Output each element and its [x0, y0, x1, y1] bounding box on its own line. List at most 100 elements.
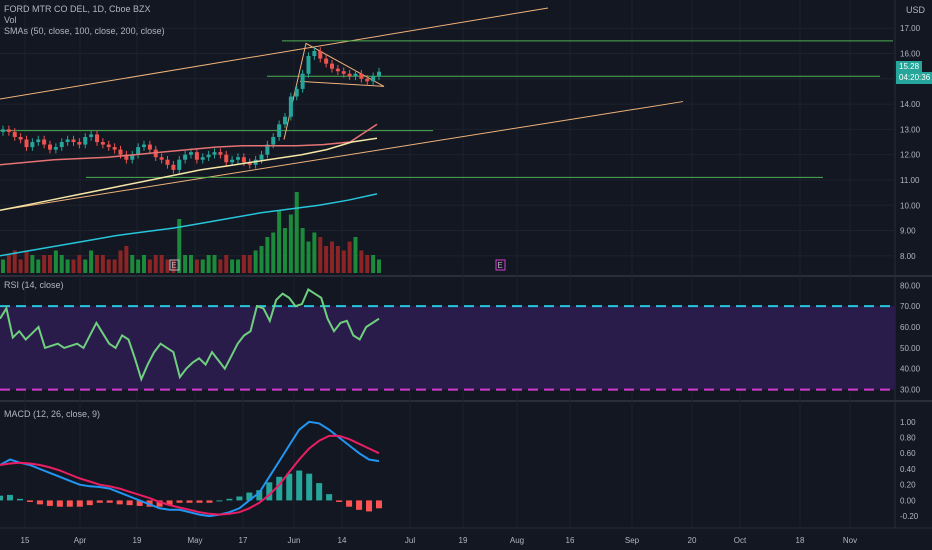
- macd-tick-label: 1.00: [900, 418, 916, 427]
- sma-legend[interactable]: SMAs (50, close, 100, close, 200, close): [4, 26, 165, 36]
- candle: [48, 144, 52, 150]
- candle: [224, 154, 229, 163]
- candle: [312, 50, 317, 57]
- volume-bar: [12, 250, 17, 273]
- sma100-line: [0, 137, 378, 212]
- macd-histogram-bar: [126, 500, 133, 506]
- candle: [241, 157, 246, 163]
- macd-histogram-bar: [226, 498, 233, 501]
- x-tick-label: 15: [21, 536, 30, 545]
- candle: [171, 164, 176, 170]
- volume-bar: [36, 259, 41, 273]
- macd-tick-label: 0.00: [900, 496, 916, 505]
- macd-panel[interactable]: [0, 420, 382, 518]
- candle: [218, 152, 223, 155]
- macd-histogram-bar: [346, 500, 353, 507]
- macd-histogram-bar: [206, 500, 213, 503]
- macd-histogram-bar: [106, 500, 113, 503]
- x-tick-label: Apr: [74, 536, 87, 545]
- candle: [230, 159, 235, 163]
- volume-bar: [230, 259, 235, 273]
- candle: [36, 139, 41, 143]
- earnings-marker-label: E: [171, 261, 176, 270]
- symbol-legend[interactable]: FORD MTR CO DEL, 1D, Cboe BZX: [4, 4, 151, 14]
- macd-histogram-bar: [366, 500, 373, 512]
- volume-bar: [335, 246, 340, 273]
- candle: [318, 50, 323, 59]
- volume-bar: [253, 250, 258, 273]
- rsi-panel[interactable]: [0, 288, 895, 391]
- candle: [136, 147, 141, 155]
- candle: [200, 157, 205, 160]
- candle: [300, 73, 305, 89]
- lower-channel-line: [0, 101, 684, 211]
- macd-histogram-bar: [86, 500, 93, 506]
- volume-bar: [241, 255, 246, 273]
- pennant-pattern: [283, 42, 385, 140]
- x-tick-label: Oct: [734, 536, 747, 545]
- candle: [59, 142, 64, 148]
- x-tick-label: Sep: [625, 536, 640, 545]
- volume-bar: [288, 214, 293, 273]
- price-tick-label: 13.00: [900, 125, 921, 134]
- axes: 15 Apr 19 May 17 Jun 14 Jul 19 Aug 16 Sep 20 Oct 18 Nov…: [21, 24, 921, 545]
- rsi-line: [0, 288, 380, 383]
- candle: [341, 71, 346, 74]
- volume-bar: [77, 255, 82, 273]
- candle: [30, 142, 35, 148]
- candle: [124, 154, 129, 160]
- price-tick-label: 11.00: [900, 176, 920, 185]
- volume-bar: [142, 255, 146, 273]
- x-tick-label: Aug: [510, 536, 524, 545]
- macd-histogram-bar: [336, 500, 343, 502]
- x-tick-label: 19: [459, 536, 468, 545]
- volume-bar: [183, 255, 188, 273]
- volume-bar: [330, 241, 334, 273]
- candle: [42, 139, 47, 145]
- macd-histogram-bar: [186, 500, 193, 503]
- volume-bar: [277, 210, 282, 273]
- last-price-tag: 15.28: [896, 61, 923, 73]
- vol-legend[interactable]: Vol: [4, 15, 17, 25]
- macd-histogram-bar: [26, 500, 33, 502]
- volume-bar: [371, 255, 376, 273]
- x-tick-label: 19: [133, 536, 142, 545]
- candle: [189, 152, 193, 155]
- macd-histogram-bar: [6, 494, 13, 501]
- x-tick-label: 18: [796, 536, 805, 545]
- volume-bar: [106, 259, 111, 273]
- macd-histogram-bar: [0, 495, 3, 501]
- macd-legend[interactable]: MACD (12, 26, close, 9): [4, 409, 101, 419]
- candle: [283, 116, 287, 125]
- candle: [288, 96, 293, 117]
- rsi-band: [0, 306, 895, 390]
- volume-bar: [271, 232, 276, 273]
- volume-bar: [283, 228, 287, 273]
- volume-bar: [206, 255, 211, 273]
- macd-tick-label: 0.40: [900, 465, 916, 474]
- countdown-tag: 04:20:36: [896, 72, 932, 84]
- rsi-tick-label: 30.00: [900, 386, 921, 395]
- macd-histogram-bar: [166, 500, 173, 506]
- candle: [306, 56, 311, 74]
- price-tick-label: 10.00: [900, 201, 921, 210]
- price-tick-label: 17.00: [900, 24, 921, 33]
- rsi-legend[interactable]: RSI (14, close): [4, 280, 64, 290]
- volume-bar: [377, 259, 381, 273]
- x-tick-label: 20: [688, 536, 697, 545]
- x-tick-label: 17: [239, 536, 248, 545]
- macd-histogram-bar: [326, 494, 333, 501]
- macd-histogram-bar: [216, 500, 223, 502]
- macd-tick-label: -0.20: [900, 512, 919, 521]
- candle: [335, 68, 340, 72]
- candle: [212, 152, 217, 155]
- volume-bar: [353, 237, 358, 273]
- candle: [118, 149, 123, 155]
- candle: [12, 131, 17, 137]
- candle: [142, 144, 146, 148]
- sma50-line: [0, 123, 378, 166]
- volume-bar: [306, 241, 311, 273]
- macd-histogram-bar: [76, 500, 83, 507]
